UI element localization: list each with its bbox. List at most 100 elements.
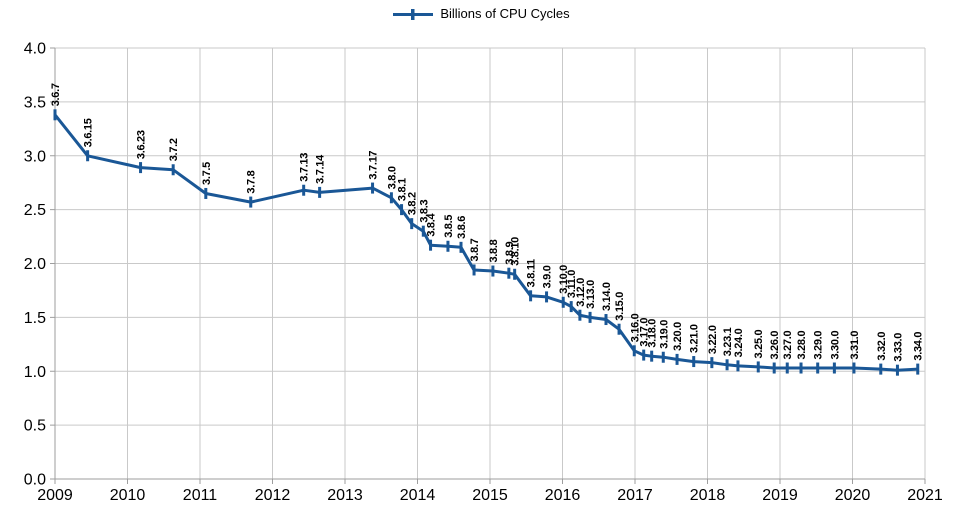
data-point-label: 3.15.0 [614,292,626,321]
x-tick-label: 2017 [617,487,653,504]
data-point-marker [642,349,646,361]
y-tick-label: 4.0 [24,41,46,58]
data-point-marker [86,150,90,162]
data-point-marker [578,309,582,321]
x-tick-label: 2012 [255,487,291,504]
data-point-label: 3.22.0 [707,325,719,354]
x-tick-label: 2009 [37,487,73,504]
y-tick-label: 3.5 [24,94,46,111]
data-point-label: 3.33.0 [892,333,904,362]
data-point-marker [513,268,517,280]
data-point-label: 3.8.3 [418,200,430,223]
data-point-label: 3.32.0 [876,332,888,361]
data-point-marker [459,241,463,253]
data-point-label: 3.23.1 [722,327,734,356]
tick-marks [50,47,926,484]
data-point-label: 3.34.0 [913,332,925,361]
data-point-label: 3.7.2 [168,138,180,161]
data-point-marker [318,186,322,198]
data-point-marker [617,323,621,335]
x-tick-label: 2013 [327,487,363,504]
data-point-marker [632,345,636,357]
data-point-marker [785,362,789,374]
data-point-label: 3.20.0 [672,322,684,351]
data-point-label: 3.24.0 [733,328,745,357]
data-point-label: 3.8.7 [469,238,481,261]
data-point-marker [472,264,476,276]
data-point-label: 3.17.0 [639,318,651,347]
data-point-label: 3.31.0 [849,331,861,360]
data-point-marker [895,364,899,376]
data-point-marker [569,301,573,313]
data-point-marker [139,162,143,174]
data-point-label: 3.7.8 [246,170,258,193]
data-point-label: 3.25.0 [753,329,765,358]
data-point-label: 3.6.7 [50,83,62,106]
y-tick-label: 3.0 [24,148,46,165]
y-tick-label: 0.5 [24,418,46,435]
data-point-marker [816,362,820,374]
x-tick-label: 2014 [400,487,436,504]
data-point-marker [400,204,404,216]
data-point-marker [249,196,253,208]
data-point-label: 3.8.11 [526,259,538,287]
data-point-labels: 3.6.7 3.6.15 3.6.23 3.7.2 3.7.5 3.7.8 3.7.13 3.… [50,83,925,362]
data-point-label: 3.7.14 [315,154,327,184]
data-point-marker [204,187,208,199]
data-point-label: 3.8.8 [488,239,500,262]
data-point-marker [604,314,608,326]
data-point-marker [916,363,920,375]
x-tick-label: 2010 [110,487,146,504]
y-tick-label: 1.0 [24,364,46,381]
data-point-label: 3.8.6 [456,216,468,239]
y-tick-label: 1.5 [24,310,46,327]
data-point-marker [529,290,533,302]
data-point-marker [429,239,433,251]
data-point-marker [832,362,836,374]
data-point-label: 3.8.1 [397,178,409,201]
data-point-label: 3.30.0 [829,331,841,360]
data-point-marker [879,363,883,375]
data-point-marker [756,361,760,373]
data-point-label: 3.6.15 [83,118,95,147]
data-point-marker [799,362,803,374]
data-point-marker [371,182,375,194]
data-point-label: 3.16.0 [629,313,641,342]
data-point-label: 3.8.10 [510,237,522,266]
data-point-marker [302,184,306,196]
data-point-label: 3.7.5 [201,162,213,185]
legend-label: Billions of CPU Cycles [440,6,570,21]
data-point-label: 3.9.0 [542,265,554,288]
data-point-label: 3.18.0 [647,319,659,348]
data-point-label: 3.26.0 [769,331,781,360]
data-point-marker [772,362,776,374]
data-point-marker [661,351,665,363]
data-point-marker [421,225,425,237]
legend: Billions of CPU Cycles [0,6,963,22]
data-point-marker [675,353,679,365]
x-tick-label: 2021 [907,487,943,504]
data-point-marker [561,296,565,308]
y-tick-label: 0.0 [24,472,46,489]
x-tick-label: 2011 [183,487,218,504]
data-point-label: 3.11.0 [566,270,578,298]
data-point-marker [650,350,654,362]
data-point-marker [852,362,856,374]
data-point-label: 3.27.0 [782,331,794,360]
data-point-label: 3.7.17 [368,151,380,180]
data-point-label: 3.8.4 [426,213,438,237]
data-point-marker [692,356,696,368]
data-point-marker [545,291,549,303]
data-point-marker [446,240,450,252]
data-point-label: 3.13.0 [585,280,597,309]
data-point-marker [725,359,729,371]
x-tick-label: 2016 [545,487,581,504]
x-tick-label: 2020 [835,487,871,504]
data-point-marker [710,357,714,369]
y-tick-label: 2.5 [24,202,46,219]
data-point-marker [736,360,740,372]
data-point-label: 3.8.5 [443,215,455,238]
data-point-marker [507,267,511,279]
